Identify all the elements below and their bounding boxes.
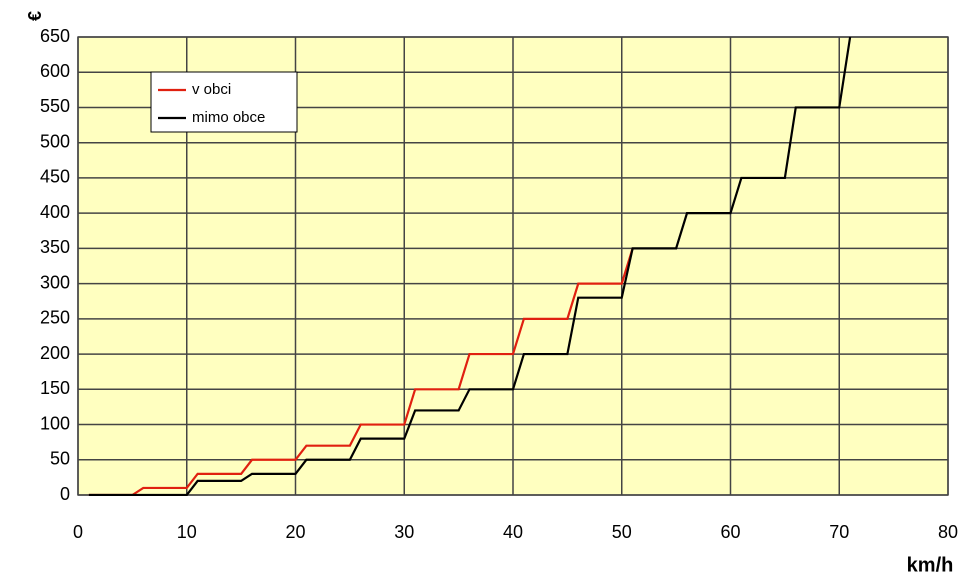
- series-line: [88, 248, 634, 496]
- x-tick-label: 60: [720, 522, 740, 542]
- y-tick-label: 450: [40, 167, 70, 187]
- y-tick-label: 600: [40, 61, 70, 81]
- y-tick-label: 550: [40, 96, 70, 116]
- y-tick-label: 400: [40, 202, 70, 222]
- x-tick-label: 20: [285, 522, 305, 542]
- x-tick-label: 70: [829, 522, 849, 542]
- y-tick-label: 200: [40, 343, 70, 363]
- legend-label: v obci: [192, 81, 231, 98]
- x-tick-label: 30: [394, 522, 414, 542]
- y-tick-label: 0: [60, 484, 70, 504]
- series-line: [88, 36, 852, 496]
- y-tick-label: 500: [40, 131, 70, 151]
- y-tick-label: 650: [40, 26, 70, 46]
- legend-box: [150, 71, 298, 133]
- y-tick-label: 350: [40, 237, 70, 257]
- x-axis-label: km/h: [907, 554, 954, 576]
- x-tick-label: 50: [612, 522, 632, 542]
- y-tick-label: 250: [40, 308, 70, 328]
- x-tick-label: 10: [177, 522, 197, 542]
- legend-label: mimo obce: [192, 109, 265, 126]
- y-axis-label: €: [25, 11, 45, 21]
- y-tick-label: 300: [40, 272, 70, 292]
- y-tick-label: 50: [50, 449, 70, 469]
- x-tick-label: 0: [73, 522, 83, 542]
- y-tick-label: 150: [40, 378, 70, 398]
- x-tick-label: 80: [938, 522, 958, 542]
- y-tick-label: 100: [40, 413, 70, 433]
- x-tick-label: 40: [503, 522, 523, 542]
